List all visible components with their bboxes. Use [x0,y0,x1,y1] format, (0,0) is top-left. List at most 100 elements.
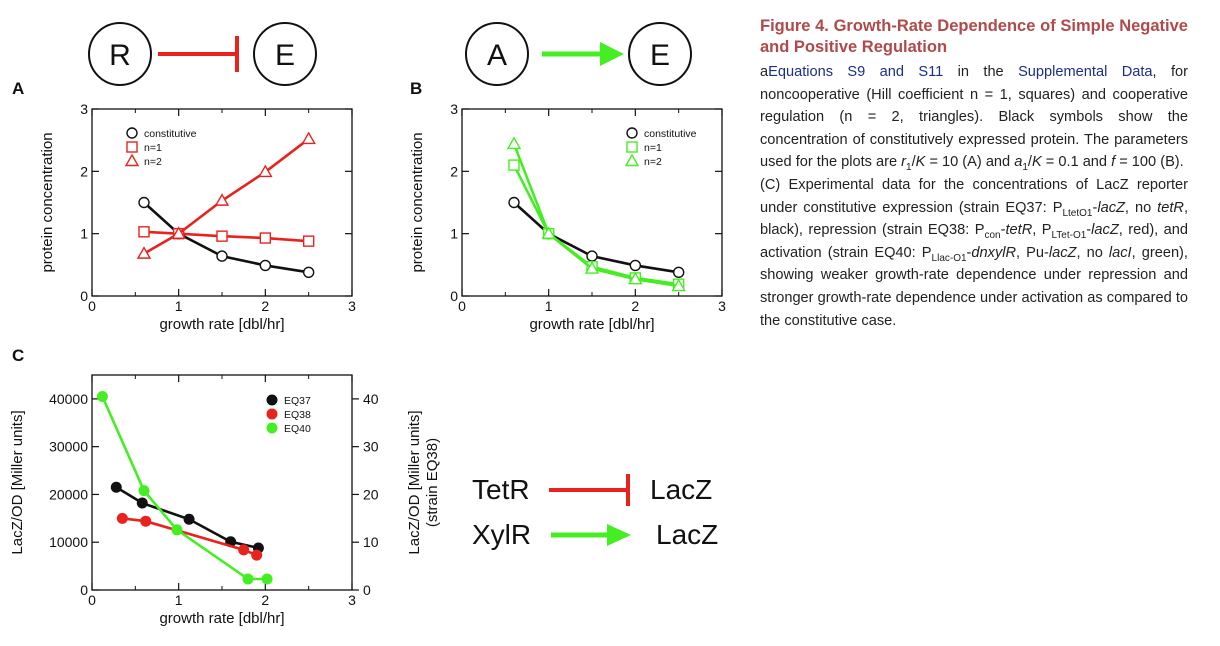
caption-text: in the [943,64,1019,80]
x-tick-label-b: 0 [458,298,466,314]
panel-label-a: A [12,79,24,98]
legend-label-a-constitutive: constitutive [144,128,197,140]
data-point-b-constitutive [508,196,520,209]
data-point-a-constitutive [216,250,228,262]
caption-sub: LTet-O1 [1051,230,1087,242]
caption-text: , for noncooperative (Hill coefficient n… [760,64,1188,171]
caption-var: f [1111,154,1116,171]
caption-text: a [760,64,769,80]
data-point-c-eq40 [96,391,108,402]
legend-label-b-n-1: n=1 [644,142,662,154]
data-point-b-n-2 [671,278,686,292]
series-line-c-eq38 [122,517,258,557]
caption-gene: lacI [1108,244,1132,261]
caption-text: (C) Experimental data for the concentrat… [760,176,1188,216]
caption-gene: tetR [1157,199,1184,216]
y-tick-label-b: 0 [450,288,458,304]
caption-gene: dnxylR [971,244,1017,261]
data-point-a-constitutive [259,259,272,272]
panel-label-b: B [410,79,422,98]
legend-marker-a-constitutive [126,127,138,139]
data-point-a-n-2 [171,226,186,239]
schematic-experiment: TetR LacZ XylR LacZ [472,474,718,550]
node-target-b [628,22,692,86]
caption-gene: lacZ [1091,222,1119,239]
caption-title: Figure 4. Growth-Rate Dependence of Simp… [760,17,1188,56]
legend-marker-b-constitutive [626,127,638,139]
caption-text: , no [1124,199,1158,216]
panel-label-c: C [12,346,24,365]
data-point-a-n-2 [136,246,152,259]
data-point-c-eq40 [242,573,254,585]
equations-link[interactable]: Equations S9 and S11 [768,64,944,80]
caption-text: , no [1076,244,1109,261]
y-tick-label-a: 2 [80,163,88,179]
data-point-c-eq40 [261,573,273,585]
legend-marker-c-eq40 [266,422,278,434]
caption-text: , green), showing weaker growth-rate dep… [760,244,1188,329]
xylr-label: XylR [472,519,531,550]
x-tick-label-b: 2 [631,298,639,314]
data-point-b-n-2 [541,226,556,239]
xylr-activation-arrowhead [607,524,631,546]
y-tick-label-a: 3 [80,101,88,117]
caption-text: - [966,244,972,261]
x-tick-label-b: 1 [545,298,553,314]
caption-text: , red), and activation (strain EQ40: P [760,222,1189,261]
y-tick-label-c: 0 [80,582,88,598]
legend-marker-shape-a-n-1 [126,141,138,153]
x-tick-label-c: 2 [261,592,269,608]
caption-text: , black), repression (strain EQ38: P [760,199,1188,239]
data-point-c-eq38 [116,512,128,524]
caption-text: / [1027,154,1032,171]
x-axis-label-a: growth rate [dbl/hr] [159,316,284,333]
y-right-tick-label-c: 0 [363,582,371,598]
y-tick-label-b: 2 [450,163,458,179]
caption-var: K [915,154,926,171]
caption-text: - [1000,222,1006,239]
data-point-b-n-2 [584,261,600,274]
data-point-c-eq38 [251,549,263,561]
y-axis-label-c: LacZ/OD [Miller units] [9,410,26,554]
legend-label-c-eq40: EQ40 [284,423,311,435]
y-axis-label-a: protein concentration [39,132,56,272]
legend-marker-shape-b-constitutive [626,127,638,139]
y-tick-label-a: 1 [80,226,88,242]
legend-label-c-eq38: EQ38 [284,409,311,421]
chart-panel-a: 0 1 2 3 0 1 2 3 growth rate [dbl/hr] protein conc… [39,101,356,333]
caption-var: r [901,154,907,171]
schematic-negative: R E [88,22,317,86]
caption-var: K [1031,154,1042,171]
caption-text: - [1092,199,1098,216]
y-tick-label-c: 20000 [49,486,88,502]
y-axis-label-b: protein concentration [409,132,426,272]
node-target-b-label: E [650,39,670,72]
caption-text: , Pu- [1016,244,1049,261]
caption-body: aEquations S9 and S11 in the Supplementa… [760,61,1188,332]
legend-label-b-constitutive: constitutive [644,128,697,140]
y-right-tick-label-c: 10 [363,534,379,550]
legend-marker-c-eq38 [266,408,278,420]
caption-text: = 0.1 and [1041,154,1112,171]
caption-text: , P [1032,222,1052,239]
node-activator-label: A [487,39,507,72]
node-activator [465,22,529,86]
data-point-b-n-2 [628,271,643,285]
data-point-a-n-1 [216,230,228,242]
legend-label-b-n-2: n=2 [644,156,662,168]
data-point-c-eq40 [138,485,150,497]
x-tick-label-a: 2 [261,298,269,314]
legend-label-c-eq37: EQ37 [284,395,311,407]
supplemental-data-link[interactable]: Supplemental Data [1018,64,1153,80]
x-tick-label-c: 0 [88,592,96,608]
data-point-a-n-2 [301,131,316,145]
activation-arrowhead [600,42,624,66]
chart-panel-b: 0 1 2 3 0 1 2 3 growth rate [dbl/hr] protein conc… [409,101,726,333]
x-axis-label-c: growth rate [dbl/hr] [159,610,284,627]
caption-text: - [1086,222,1092,239]
caption-gene: lacZ [1048,244,1077,261]
x-tick-label-c: 3 [348,592,356,608]
tetr-label: TetR [472,474,530,505]
lacz-label-1: LacZ [650,474,712,505]
node-target-a [253,22,317,86]
